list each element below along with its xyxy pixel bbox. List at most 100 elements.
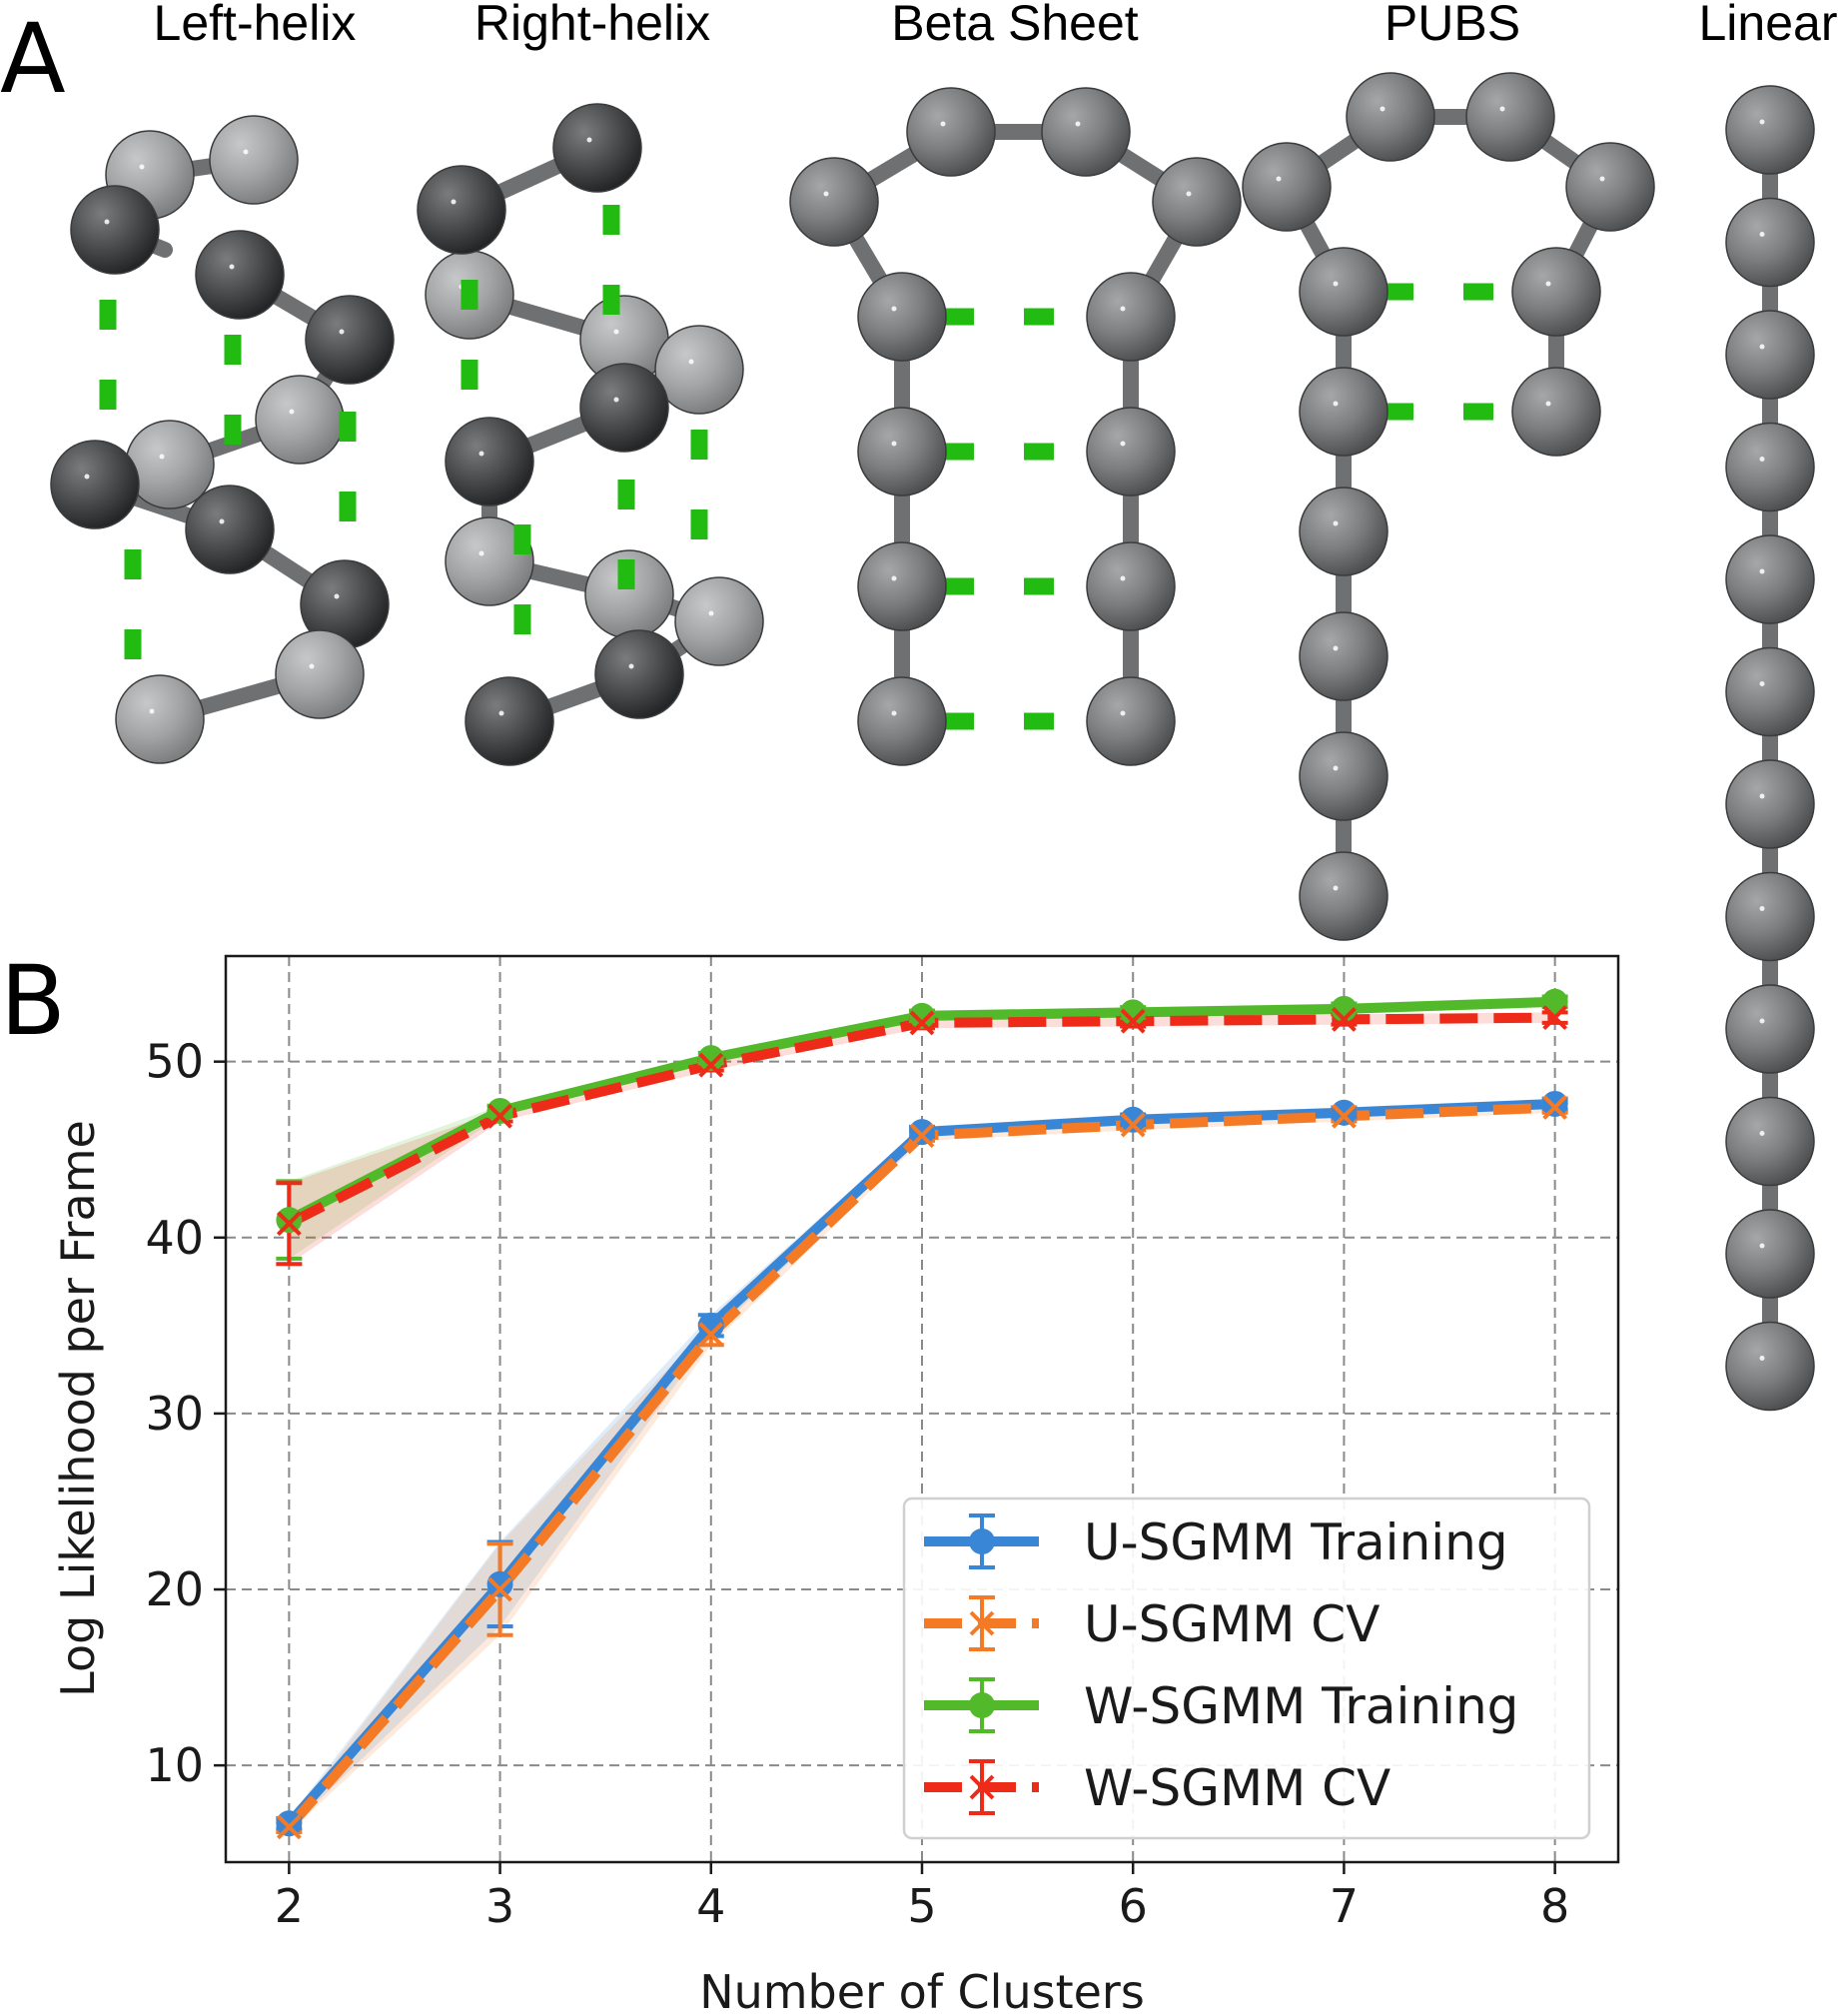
bead-beta-sheet xyxy=(1086,676,1176,766)
legend-label: U-SGMM CV xyxy=(1084,1595,1380,1653)
bead-beta-sheet xyxy=(857,541,947,631)
point-w-sgmm-training xyxy=(909,1002,935,1029)
bead-highlight xyxy=(1499,106,1505,112)
bead-beta-sheet xyxy=(906,87,996,177)
bead-highlight xyxy=(1333,281,1339,287)
bead-highlight xyxy=(688,359,694,365)
bead-linear xyxy=(1725,1209,1815,1299)
y-tick-label: 30 xyxy=(145,1387,204,1441)
bead-left-helix xyxy=(70,185,160,275)
point-u-sgmm-training xyxy=(1541,1090,1568,1117)
label-right-helix: Right-helix xyxy=(474,0,710,51)
bead-highlight xyxy=(1759,232,1765,237)
bead-beta-sheet xyxy=(1152,157,1242,247)
bead-beta-sheet xyxy=(1041,87,1131,177)
point-u-sgmm-training xyxy=(1120,1106,1147,1133)
bead-right-helix xyxy=(445,516,534,606)
point-w-sgmm-cv xyxy=(1120,1008,1146,1034)
bead-linear xyxy=(1725,422,1815,512)
bead-right-helix xyxy=(417,165,506,255)
bead-highlight xyxy=(1333,520,1339,526)
bead-left-helix xyxy=(195,230,285,320)
bead-pubs xyxy=(1299,731,1388,821)
bead-highlight xyxy=(84,474,90,480)
bead-pubs xyxy=(1299,367,1388,457)
bead-beta-sheet xyxy=(1086,407,1176,497)
point-u-sgmm-cv xyxy=(487,1576,512,1602)
bead-highlight xyxy=(139,164,145,170)
bead-left-helix xyxy=(275,629,365,719)
point-w-sgmm-training xyxy=(1541,988,1568,1015)
bead-beta-sheet xyxy=(857,676,947,766)
bead-highlight xyxy=(1075,121,1081,127)
bead-beta-sheet xyxy=(1086,541,1176,631)
x-tick-label: 3 xyxy=(485,1879,514,1933)
bead-pubs xyxy=(1346,72,1435,162)
legend-label: W-SGMM CV xyxy=(1084,1759,1390,1817)
panel-letter-b: B xyxy=(0,945,66,1057)
bead-linear xyxy=(1725,984,1815,1074)
bead-pubs xyxy=(1511,367,1601,457)
bead-highlight xyxy=(1120,306,1126,312)
x-tick-label: 4 xyxy=(696,1879,725,1933)
bead-highlight xyxy=(1120,710,1126,716)
bead-highlight xyxy=(891,441,897,447)
bead-right-helix xyxy=(552,103,642,193)
bead-pubs xyxy=(1299,611,1388,701)
label-linear: Linear xyxy=(1699,0,1838,51)
bead-highlight xyxy=(1333,401,1339,407)
legend-label: U-SGMM Training xyxy=(1084,1513,1508,1571)
bead-left-helix xyxy=(115,674,205,764)
panel-a: A Left-helix Right-helix Beta Sheet PUBS… xyxy=(0,0,1838,1412)
legend-box xyxy=(902,1497,1591,1840)
bead-left-helix xyxy=(185,485,275,574)
point-w-sgmm-training xyxy=(486,1097,513,1124)
bead-highlight xyxy=(1759,681,1765,686)
axis-ticks: 2 3 4 5 6 7 8 10 20 30 40 50 xyxy=(145,1035,1569,1933)
point-u-sgmm-training xyxy=(697,1312,724,1339)
legend-entry-w-sgmm-training: W-SGMM Training xyxy=(924,1677,1518,1735)
bead-highlight xyxy=(891,710,897,716)
label-pubs: PUBS xyxy=(1385,0,1520,51)
bead-right-helix xyxy=(674,576,764,666)
bead-right-helix xyxy=(594,629,684,719)
y-tick-label: 20 xyxy=(145,1562,204,1616)
bead-highlight xyxy=(334,593,340,599)
bead-highlight xyxy=(708,610,714,616)
legend-label: W-SGMM Training xyxy=(1084,1677,1518,1735)
bead-right-helix xyxy=(654,325,744,415)
series-markers xyxy=(276,988,1568,1840)
x-tick-label: 6 xyxy=(1119,1879,1148,1933)
point-u-sgmm-cv xyxy=(1542,1095,1568,1120)
bead-highlight xyxy=(243,149,249,155)
point-w-sgmm-training xyxy=(276,1207,303,1234)
bead-pubs xyxy=(1465,72,1555,162)
bead-linear xyxy=(1725,1321,1815,1412)
bead-right-helix xyxy=(579,363,669,453)
bead-highlight xyxy=(1759,1243,1765,1249)
point-u-sgmm-cv xyxy=(698,1322,724,1348)
bead-highlight xyxy=(891,575,897,581)
point-u-sgmm-training xyxy=(1331,1099,1358,1126)
point-u-sgmm-training xyxy=(909,1119,935,1146)
bead-linear xyxy=(1725,1096,1815,1187)
legend-entry-u-sgmm-cv: U-SGMM CV xyxy=(924,1595,1380,1653)
bead-highlight xyxy=(1120,441,1126,447)
label-left-helix: Left-helix xyxy=(154,0,357,51)
bead-highlight xyxy=(159,454,165,460)
bead-highlight xyxy=(940,121,946,127)
bead-linear xyxy=(1725,871,1815,962)
point-u-sgmm-cv xyxy=(1120,1112,1146,1138)
bead-right-helix xyxy=(445,417,534,506)
bead-right-helix xyxy=(464,676,554,766)
bead-highlight xyxy=(309,663,315,669)
bead-highlight xyxy=(1333,645,1339,651)
point-w-sgmm-cv xyxy=(909,1010,935,1036)
bead-highlight xyxy=(104,219,110,225)
legend-entry-u-sgmm-training: U-SGMM Training xyxy=(924,1513,1508,1571)
bead-highlight xyxy=(1545,401,1551,407)
bead-highlight xyxy=(1545,281,1551,287)
bead-left-helix xyxy=(255,375,345,465)
point-u-sgmm-cv xyxy=(909,1123,935,1149)
